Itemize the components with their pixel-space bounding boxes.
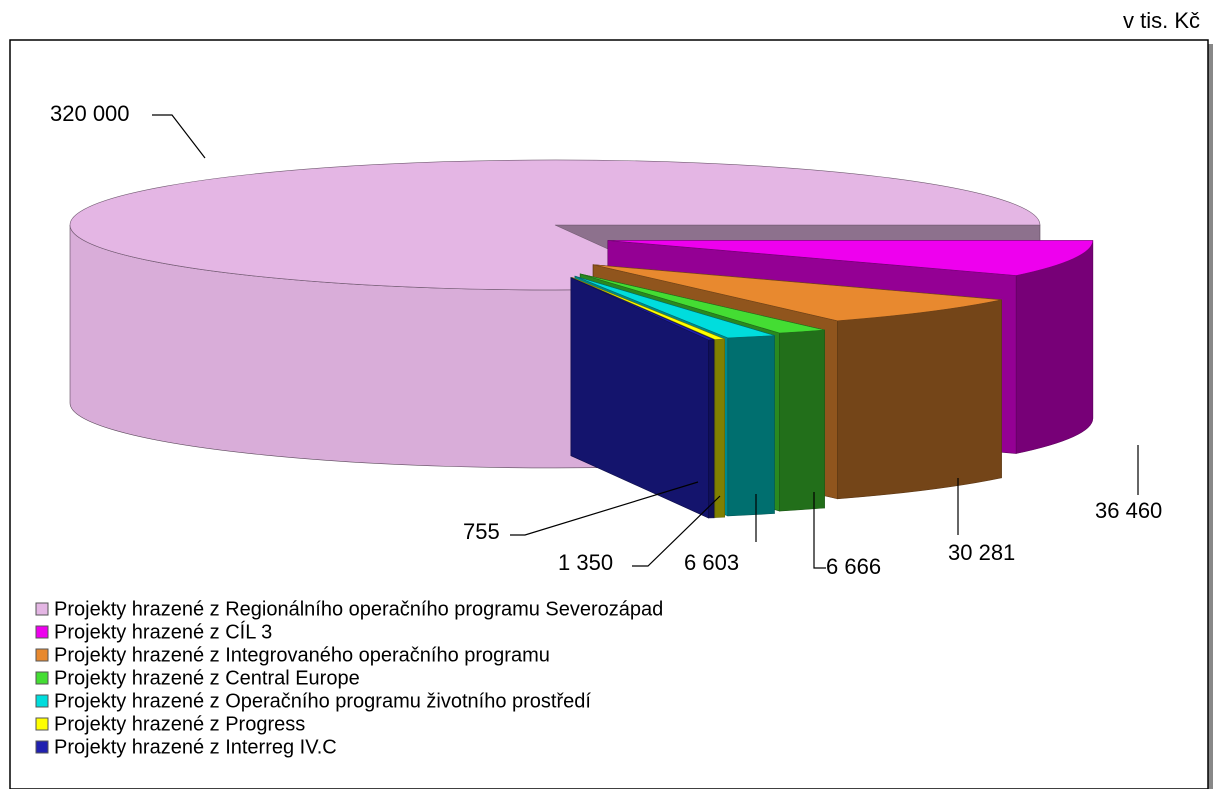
slice-top	[571, 277, 725, 340]
legend-label: Projekty hrazené z Interreg IV.C	[54, 736, 337, 758]
slice-top	[574, 275, 775, 339]
unit-label: v tis. Kč	[1123, 8, 1200, 33]
data-label: 6 603	[684, 550, 739, 575]
legend-swatch	[35, 671, 49, 685]
leader-line	[632, 495, 721, 567]
legend-label: Projekty hrazené z Regionálního operační…	[54, 598, 663, 620]
data-label: 36 460	[1095, 498, 1162, 523]
legend-label: Projekty hrazené z CÍL 3	[54, 620, 272, 643]
legend-swatch	[35, 740, 49, 754]
data-label: 30 281	[948, 540, 1015, 565]
legend-swatch	[35, 694, 49, 708]
data-label: 6 666	[826, 554, 881, 579]
leader-line	[152, 114, 206, 159]
slice-wall	[779, 329, 825, 512]
leader-line	[510, 481, 699, 536]
legend-swatch	[35, 648, 49, 662]
data-label: 755	[463, 519, 500, 544]
legend-swatch	[35, 625, 49, 639]
leader-line	[813, 492, 826, 569]
slice-wall	[837, 299, 1002, 500]
legend-label: Projekty hrazené z Integrovaného operačn…	[54, 644, 550, 666]
legend-label: Projekty hrazené z Progress	[54, 713, 305, 735]
slice-wall	[708, 339, 715, 519]
slice-top	[570, 277, 715, 341]
legend-label: Projekty hrazené z Central Europe	[54, 667, 360, 689]
slice-top	[69, 159, 1041, 291]
legend-label: Projekty hrazené z Operačního programu ž…	[54, 690, 591, 712]
slice-top	[580, 273, 825, 334]
legend-swatch	[35, 717, 49, 731]
slice-top	[593, 264, 1002, 322]
data-label: 1 350	[558, 550, 613, 575]
data-label: 320 000	[50, 101, 130, 126]
legend-swatch	[35, 602, 49, 616]
slice-wall	[727, 335, 775, 517]
slice-top	[607, 240, 1094, 276]
slice-wall	[714, 338, 725, 518]
